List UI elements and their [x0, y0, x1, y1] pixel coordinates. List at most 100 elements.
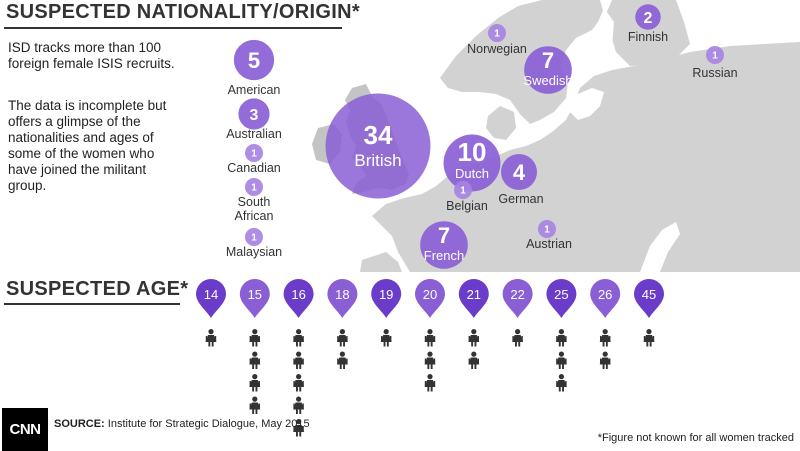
person-icon-16-2 — [293, 351, 305, 369]
bubble-belgian: 1 Belgian — [446, 181, 488, 213]
age-label-20: 20 — [423, 287, 437, 302]
nationality-heading: SUSPECTED NATIONALITY/ORIGIN* — [6, 1, 360, 23]
bubble-label-french: French — [424, 248, 464, 263]
person-icon-45-1 — [643, 329, 655, 347]
person-icon-21-1 — [468, 329, 480, 347]
bubble-value-australian: 3 — [250, 107, 259, 124]
bubble-value-south-african: 1 — [251, 183, 257, 194]
bubble-circle-belgian — [454, 181, 472, 199]
person-icon-21-2 — [468, 351, 480, 369]
bubble-label-russian: Russian — [692, 66, 737, 80]
nationality-heading-rule — [4, 27, 342, 29]
age-pin-25 — [546, 279, 577, 318]
bubble-label-british: British — [354, 151, 401, 170]
source-text: Institute for Strategic Dialogue, May 20… — [107, 418, 310, 430]
bubble-value-dutch: 10 — [458, 137, 487, 167]
bubble-label-norwegian: Norwegian — [467, 42, 527, 56]
age-label-16: 16 — [291, 287, 305, 302]
bubble-value-austrian: 1 — [544, 225, 550, 236]
age-column-21: 21 — [458, 278, 489, 369]
bubble-label-swedish: Swedish — [523, 73, 572, 88]
age-column-16: 16 — [283, 279, 314, 437]
bubble-circle-german — [501, 154, 537, 190]
person-icon-25-1 — [555, 329, 567, 347]
cnn-logo: CNN — [2, 408, 48, 451]
bubble-label-south-african-2: African — [235, 209, 274, 223]
age-column-15: 15 — [239, 279, 270, 414]
age-heading-rule — [4, 303, 180, 305]
bubble-circle-swedish — [524, 46, 572, 94]
person-icon-16-5 — [293, 419, 305, 437]
age-column-45: 45 — [634, 279, 664, 347]
bubble-russian: 1 Russian — [692, 46, 738, 80]
bubble-label-malaysian: Malaysian — [226, 245, 282, 259]
nationality-bubbles: 5 American 3 Australian 1Canadian1SouthAfric… — [226, 4, 738, 269]
bubble-label-belgian: Belgian — [446, 199, 488, 213]
bubble-value-british: 34 — [364, 120, 393, 150]
bubble-label-german: German — [498, 192, 543, 206]
person-icon-15-4 — [249, 396, 261, 414]
age-label-21: 21 — [467, 287, 481, 302]
bubble-value-belgian: 1 — [460, 186, 466, 197]
bubble-label-dutch: Dutch — [455, 166, 489, 181]
bubble-circle-norwegian — [488, 24, 506, 42]
footnote: *Figure not known for all women tracked — [597, 432, 794, 444]
age-label-26: 26 — [598, 287, 612, 302]
age-label-19: 19 — [379, 287, 393, 302]
bubble-circle-australian — [238, 98, 270, 130]
age-pictograph: 14 15 16 18 19 20 21 22 25 26 45 — [196, 278, 664, 437]
bubble-circle-south-african — [245, 178, 263, 196]
person-icon-16-4 — [293, 396, 305, 414]
bubble-value-russian: 1 — [712, 51, 718, 62]
age-pin-14 — [196, 279, 226, 318]
person-icon-26-2 — [599, 351, 611, 369]
age-pin-15 — [239, 279, 270, 318]
age-pin-45 — [634, 279, 664, 318]
bubble-circle-canadian — [245, 144, 263, 162]
bubble-norwegian: 1 Norwegian — [467, 24, 527, 56]
age-pin-26 — [590, 279, 621, 318]
age-label-25: 25 — [554, 287, 568, 302]
age-column-26: 26 — [590, 279, 621, 369]
bubble-value-canadian: 1 — [251, 149, 257, 160]
bubble-label-australian: Australian — [226, 127, 282, 141]
age-label-18: 18 — [335, 287, 349, 302]
bubble-circle-finnish — [635, 4, 661, 30]
bubble-value-norwegian: 1 — [494, 29, 500, 40]
bubble-label-finnish: Finnish — [628, 30, 668, 44]
person-icon-20-2 — [424, 351, 436, 369]
intro-paragraph-2: The data is incomplete but offers a glim… — [8, 98, 167, 193]
map-land — [312, 0, 800, 272]
intro-paragraph-1: ISD tracks more than 100 foreign female … — [8, 40, 175, 71]
bubble-german: 4 German — [498, 154, 544, 206]
person-icon-15-2 — [249, 351, 261, 369]
bubble-value-german: 4 — [513, 160, 526, 185]
bubble-circle-french — [420, 221, 468, 269]
age-label-22: 22 — [510, 287, 524, 302]
bubble-circle-russian — [706, 46, 724, 64]
person-icon-15-3 — [249, 374, 261, 392]
bubble-value-malaysian: 1 — [251, 233, 257, 244]
age-column-19: 19 — [371, 279, 402, 347]
bubble-value-american: 5 — [248, 48, 260, 73]
age-pin-18 — [327, 279, 358, 318]
bubble-circle-austrian — [538, 220, 556, 238]
bubble-australian: 3 Australian — [226, 98, 282, 141]
person-icon-22-1 — [512, 329, 524, 347]
bubble-label-american: American — [228, 83, 281, 97]
person-icon-16-1 — [293, 329, 305, 347]
age-pin-22 — [502, 279, 533, 318]
person-icon-14-1 — [205, 329, 217, 347]
source-label: SOURCE: — [54, 418, 105, 430]
age-pin-21 — [458, 278, 489, 318]
source-note: SOURCE: Institute for Strategic Dialogue… — [54, 417, 310, 432]
bubble-circle-malaysian — [245, 228, 263, 246]
age-heading: SUSPECTED AGE* — [6, 278, 189, 300]
